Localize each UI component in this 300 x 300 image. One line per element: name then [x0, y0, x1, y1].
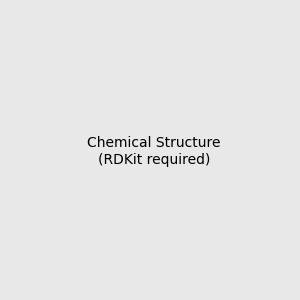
Text: Chemical Structure
(RDKit required): Chemical Structure (RDKit required): [87, 136, 220, 166]
